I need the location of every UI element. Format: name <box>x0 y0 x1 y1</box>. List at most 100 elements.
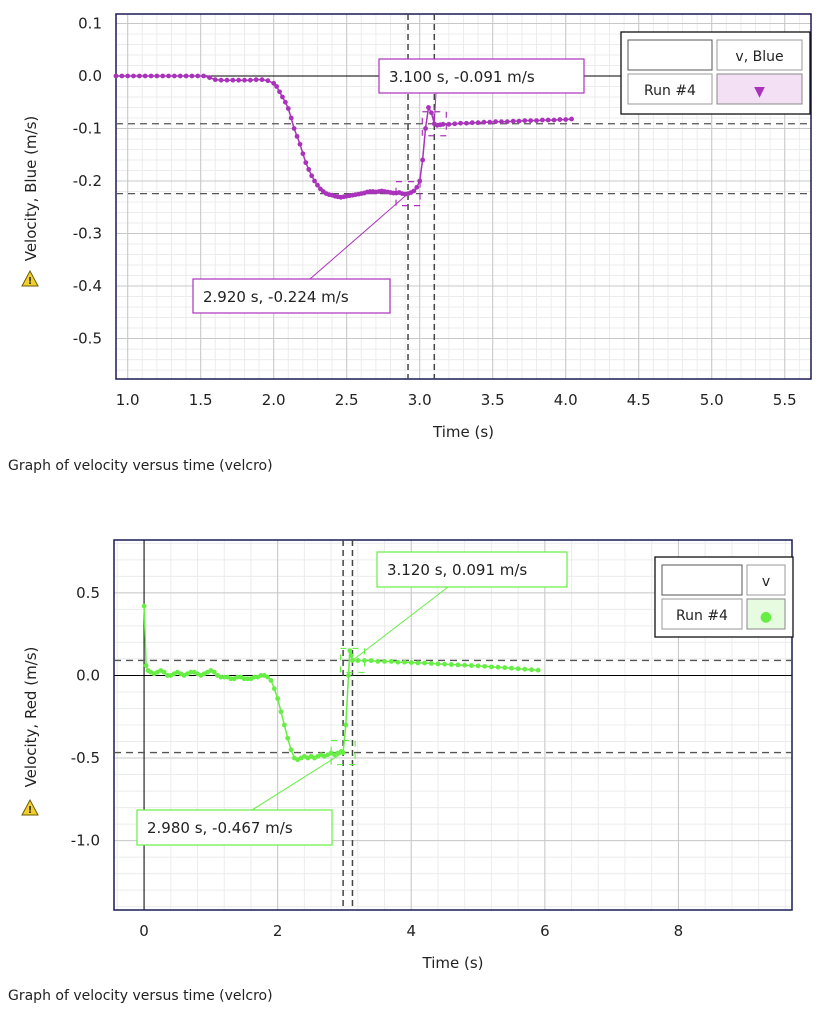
data-point <box>212 77 218 83</box>
data-point <box>411 188 417 194</box>
data-point <box>271 80 277 86</box>
legend-run-label: Run #4 <box>676 608 728 624</box>
y-tick-label: 0.1 <box>78 14 102 32</box>
data-point <box>271 686 277 692</box>
data-point <box>475 120 481 126</box>
x-tick-label: 0 <box>139 922 149 940</box>
plot-frame <box>115 13 812 380</box>
data-point <box>522 666 528 672</box>
data-point <box>141 603 147 609</box>
data-point <box>382 659 387 664</box>
data-point <box>408 660 414 665</box>
data-point <box>423 126 428 131</box>
annotation-label: 2.980 s, -0.467 m/s <box>147 819 293 837</box>
data-point <box>306 167 312 172</box>
y-tick-label: -0.5 <box>71 749 100 767</box>
legend-marker-cell <box>716 73 803 105</box>
data-point <box>343 722 349 728</box>
data-point <box>493 119 499 125</box>
data-point <box>142 73 148 79</box>
data-point <box>282 99 288 105</box>
data-point <box>207 75 212 80</box>
data-point <box>462 662 468 668</box>
data-point <box>195 73 201 79</box>
data-point <box>154 73 160 79</box>
data-point <box>569 116 574 122</box>
data-point <box>435 661 441 667</box>
data-point <box>136 73 142 79</box>
y-tick-label: -0.4 <box>73 277 102 295</box>
data-point <box>291 126 297 131</box>
data-point <box>281 722 287 728</box>
data-point <box>315 182 320 188</box>
data-point <box>247 77 253 83</box>
x-tick-label: 6 <box>540 922 550 940</box>
data-point <box>487 119 493 125</box>
data-point <box>218 674 224 680</box>
data-point <box>489 664 494 670</box>
data-point <box>469 120 475 126</box>
warning-icon <box>21 269 39 287</box>
data-point <box>211 669 217 675</box>
data-point <box>245 676 250 682</box>
data-point <box>253 77 259 83</box>
data-point <box>535 667 541 673</box>
data-point <box>347 648 353 654</box>
data-point <box>288 747 294 753</box>
y-tick-label: -0.1 <box>73 119 102 137</box>
data-point <box>188 669 194 675</box>
data-point <box>218 77 224 83</box>
data-point <box>241 676 247 682</box>
data-point <box>428 110 434 116</box>
data-point <box>563 117 569 122</box>
data-point <box>442 661 448 667</box>
data-point <box>280 94 285 100</box>
data-point <box>236 77 242 83</box>
data-point <box>355 658 361 663</box>
annotation-box <box>136 809 333 846</box>
annotation-label: 2.920 s, -0.224 m/s <box>203 288 349 306</box>
velocity-red-chart: 3.120 s, 0.091 m/s 2.980 s, -0.467 m/s v Ru… <box>0 520 822 1014</box>
x-tick-label: 2.0 <box>262 391 286 409</box>
data-point <box>545 117 551 123</box>
data-point <box>300 151 306 157</box>
data-point <box>368 658 374 663</box>
data-point <box>297 141 303 147</box>
x-tick-label: 3.5 <box>481 391 505 409</box>
legend-run-cell <box>661 598 743 630</box>
data-point <box>143 663 149 668</box>
data-point <box>455 662 461 668</box>
x-tick-label: 3.0 <box>408 391 432 409</box>
data-point <box>285 735 291 741</box>
data-point <box>475 663 481 669</box>
data-point <box>113 73 119 79</box>
x-tick-label: 4.0 <box>554 391 578 409</box>
data-point <box>482 663 488 669</box>
y-tick-label: -1.0 <box>71 832 100 850</box>
data-point <box>529 667 534 673</box>
data-point <box>221 674 227 680</box>
warning-icon <box>21 798 39 816</box>
y-axis-label: Velocity, Blue (m/s) <box>22 116 40 262</box>
annotation-box <box>192 278 391 314</box>
data-point <box>309 173 315 179</box>
data-point <box>428 660 434 666</box>
data-point <box>166 73 171 79</box>
legend-swatch-empty <box>627 39 713 71</box>
data-point <box>375 659 381 664</box>
legend-run-cell <box>627 73 713 105</box>
x-tick-label: 2.5 <box>335 391 359 409</box>
data-point <box>388 659 394 664</box>
annotation-leader <box>251 752 344 811</box>
y-tick-label: 0.5 <box>76 584 100 602</box>
data-point <box>183 73 189 79</box>
data-point <box>417 178 423 184</box>
data-point <box>534 118 539 124</box>
data-point <box>516 118 522 124</box>
data-point <box>131 73 136 79</box>
data-point <box>448 662 454 667</box>
data-point <box>557 117 563 122</box>
data-point <box>189 73 195 79</box>
annotation-label: 3.100 s, -0.091 m/s <box>389 68 535 86</box>
data-point <box>551 117 557 123</box>
